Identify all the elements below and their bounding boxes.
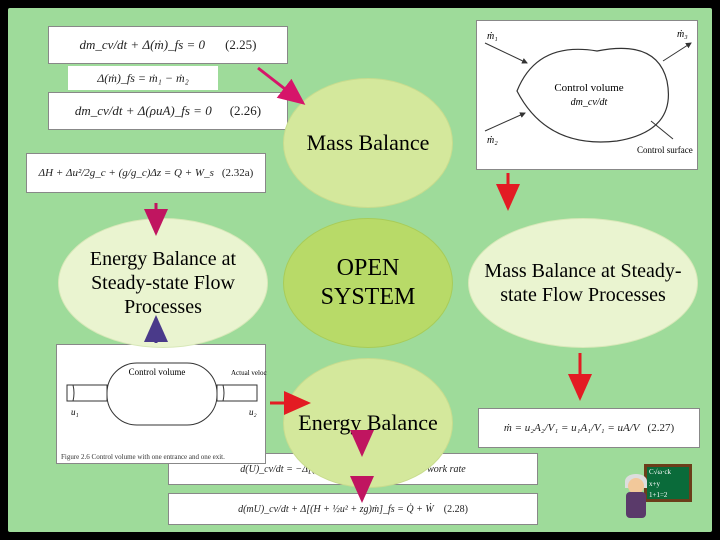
eq-number: (2.32a) [222,167,253,179]
cv-in2: ṁ₂ [487,135,498,146]
diagram-cv-one-entrance: Control volume Actual velocity profile u… [56,344,266,464]
slide-canvas: dm_cv/dt + Δ(ṁ)_fs = 0 (2.25) Δ(ṁ)_fs = … [8,8,712,532]
bubble-mass-steady: Mass Balance at Steady-state Flow Proces… [468,218,698,348]
eq-text: d(mU)_cv/dt + Δ[(H + ½u² + zg)ṁ]_fs = Q̇… [238,504,434,515]
equation-2-28: d(mU)_cv/dt + Δ[(H + ½u² + zg)ṁ]_fs = Q̇… [168,493,538,525]
eq-text: dm_cv/dt + Δ(ṁ)_fs = 0 [80,37,206,53]
bubble-label: Energy Balance at Steady-state Flow Proc… [59,239,267,327]
equation-2-25b: Δ(ṁ)_fs = ṁ₁ − ṁ₂ [68,66,218,90]
bubble-label: Energy Balance [290,402,445,444]
eq-number: (2.28) [444,504,468,515]
bubble-label: Mass Balance at Steady-state Flow Proces… [469,251,697,315]
eq-text: dm_cv/dt + Δ(ρuA)_fs = 0 [75,103,212,119]
cv-one-svg: Control volume Actual velocity profile u… [57,345,267,445]
bubble-mass-balance: Mass Balance [283,78,453,208]
cv-surface-label: Control surface [637,145,693,155]
equation-2-26: dm_cv/dt + Δ(ρuA)_fs = 0 (2.26) [48,92,288,130]
cv1-label2: Actual velocity profile [231,369,267,377]
diagram-control-volume: Control volume dm_cv/dt ṁ₁ ṁ₂ ṁ₃ Control… [476,20,698,170]
cv-sublabel: dm_cv/dt [571,97,608,108]
chalk-line-2: 1+1=2 [647,490,689,502]
cv1-caption: Figure 2.6 Control volume with one entra… [57,453,229,461]
bubble-label: Mass Balance [299,122,438,164]
bubble-energy-steady: Energy Balance at Steady-state Flow Proc… [58,218,268,348]
eq-text: ΔH + Δu²/2g_c + (g/g_c)Δz = Q + W_s [39,167,214,179]
equation-2-27: ṁ = u₂A₂/V₁ = u₁A₁/V₁ = uA/V (2.27) [478,408,700,448]
eq-number: (2.27) [648,422,675,434]
cv1-label1: Control volume [129,367,186,377]
eq-number: (2.26) [230,103,261,119]
eq-text: ṁ = u₂A₂/V₁ = u₁A₁/V₁ = uA/V [504,422,640,434]
bubble-label: OPEN SYSTEM [284,246,452,320]
cv-out: ṁ₃ [677,29,688,40]
bubble-open-system: OPEN SYSTEM [283,218,453,348]
cv1-u2: u₂ [249,407,257,417]
bubble-energy-balance: Energy Balance [283,358,453,488]
cv-label: Control volume [554,82,623,94]
equation-2-32a: ΔH + Δu²/2g_c + (g/g_c)Δz = Q + W_s (2.3… [26,153,266,193]
eq-number: (2.25) [225,37,256,53]
eq-text: Δ(ṁ)_fs = ṁ₁ − ṁ₂ [97,71,189,86]
professor-chalkboard-icon: C√ω·ck x+y 1+1=2 [622,464,692,524]
cv1-u1: u₁ [71,407,79,417]
cv-svg: Control volume dm_cv/dt ṁ₁ ṁ₂ ṁ₃ Control… [477,21,699,171]
cv-in1: ṁ₁ [487,31,498,42]
chalk-line-1: x+y [647,479,689,491]
professor-icon [622,474,652,524]
chalk-line-0: C√ω·ck [647,467,689,479]
equation-2-25: dm_cv/dt + Δ(ṁ)_fs = 0 (2.25) [48,26,288,64]
